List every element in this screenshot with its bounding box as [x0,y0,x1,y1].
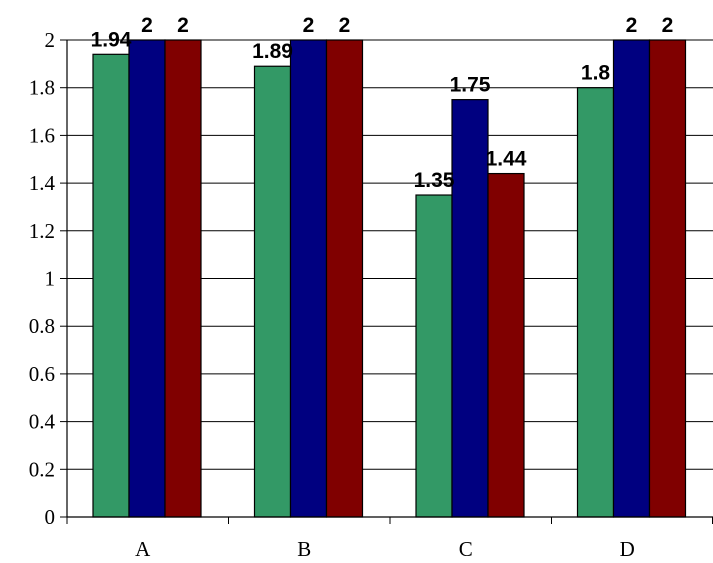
bar [325,39,364,518]
data-label: 1.75 [450,74,491,97]
data-label: 1.8 [581,62,611,85]
y-tick-label: 1.6 [29,123,55,147]
data-label: 2 [303,14,315,37]
bar [289,39,328,518]
bar [128,39,166,518]
bar [648,39,687,518]
y-tick-label: 0.6 [29,362,55,386]
data-label: 2 [626,14,638,37]
y-tick-label: 0 [45,505,56,529]
bar [576,87,615,518]
x-tick-labels: A B C D [135,537,635,561]
bar [92,53,130,518]
bar [612,39,651,518]
data-label: 2 [339,14,351,37]
x-tick-label: A [135,537,151,561]
data-label: 1.89 [252,40,293,63]
bar [164,39,202,518]
x-tick-label: D [620,537,635,561]
y-tick-label: 0.8 [29,314,55,338]
y-tick-labels: 0 0.2 0.4 0.6 0.8 1 1.2 1.4 1.6 1.8 2 [29,28,56,529]
bar [415,194,453,518]
data-label: 2 [662,14,674,37]
data-labels: 1.94 1.89 1.35 1.8 2 2 1.75 2 2 2 1.44 2 [91,14,674,192]
bar [487,172,525,518]
y-tick-label: 1.2 [29,219,55,243]
y-tick-label: 1.8 [29,76,55,100]
axes [60,39,713,524]
y-tick-label: 2 [45,28,56,52]
bar [253,65,292,518]
x-tick-label: C [459,537,473,561]
data-label: 1.44 [486,148,527,171]
y-tick-label: 1.4 [29,171,56,195]
data-label: 2 [141,14,153,37]
bar [451,99,489,518]
y-tick-label: 0.2 [29,457,55,481]
data-label: 1.94 [91,28,132,51]
data-label: 1.35 [414,169,455,192]
y-tick-label: 0.4 [29,410,56,434]
y-tick-label: 1 [45,267,56,291]
data-label: 2 [177,14,189,37]
x-tick-label: B [297,537,311,561]
